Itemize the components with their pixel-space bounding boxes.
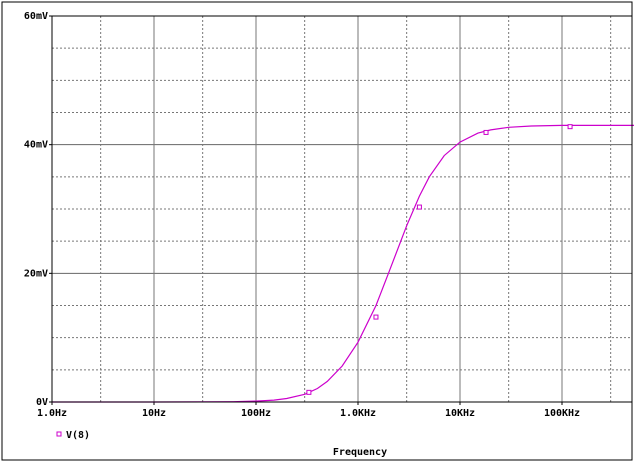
y-tick-label: 40mV bbox=[24, 140, 48, 151]
legend[interactable]: V(8) bbox=[56, 430, 90, 441]
grid bbox=[52, 16, 632, 402]
y-tick-label: 0V bbox=[36, 397, 48, 408]
x-tick-label: 1.0KHz bbox=[340, 408, 376, 419]
series-markers bbox=[306, 124, 573, 395]
x-tick-label: 100Hz bbox=[241, 408, 271, 419]
series-layer bbox=[52, 124, 634, 403]
legend-label-v8: V(8) bbox=[66, 430, 90, 441]
series-line-v8 bbox=[52, 124, 634, 403]
data-point-marker bbox=[483, 129, 489, 135]
data-point-marker bbox=[373, 314, 379, 320]
y-tick-label: 20mV bbox=[24, 268, 48, 279]
x-tick-label: 1.0Hz bbox=[37, 408, 67, 419]
x-tick-label: 10KHz bbox=[445, 408, 475, 419]
x-tick-label: 100KHz bbox=[544, 408, 580, 419]
data-point-marker bbox=[306, 389, 312, 395]
data-point-marker bbox=[416, 204, 422, 210]
y-tick-label: 60mV bbox=[24, 11, 48, 22]
x-axis-title: Frequency bbox=[333, 447, 387, 458]
legend-marker bbox=[56, 431, 62, 437]
plot-border bbox=[51, 15, 633, 403]
data-point-marker bbox=[567, 124, 573, 130]
tick-labels: 1.0Hz10Hz100Hz1.0KHz10KHz100KHz10V20mV40… bbox=[24, 11, 580, 419]
x-tick-label: 10Hz bbox=[142, 408, 166, 419]
